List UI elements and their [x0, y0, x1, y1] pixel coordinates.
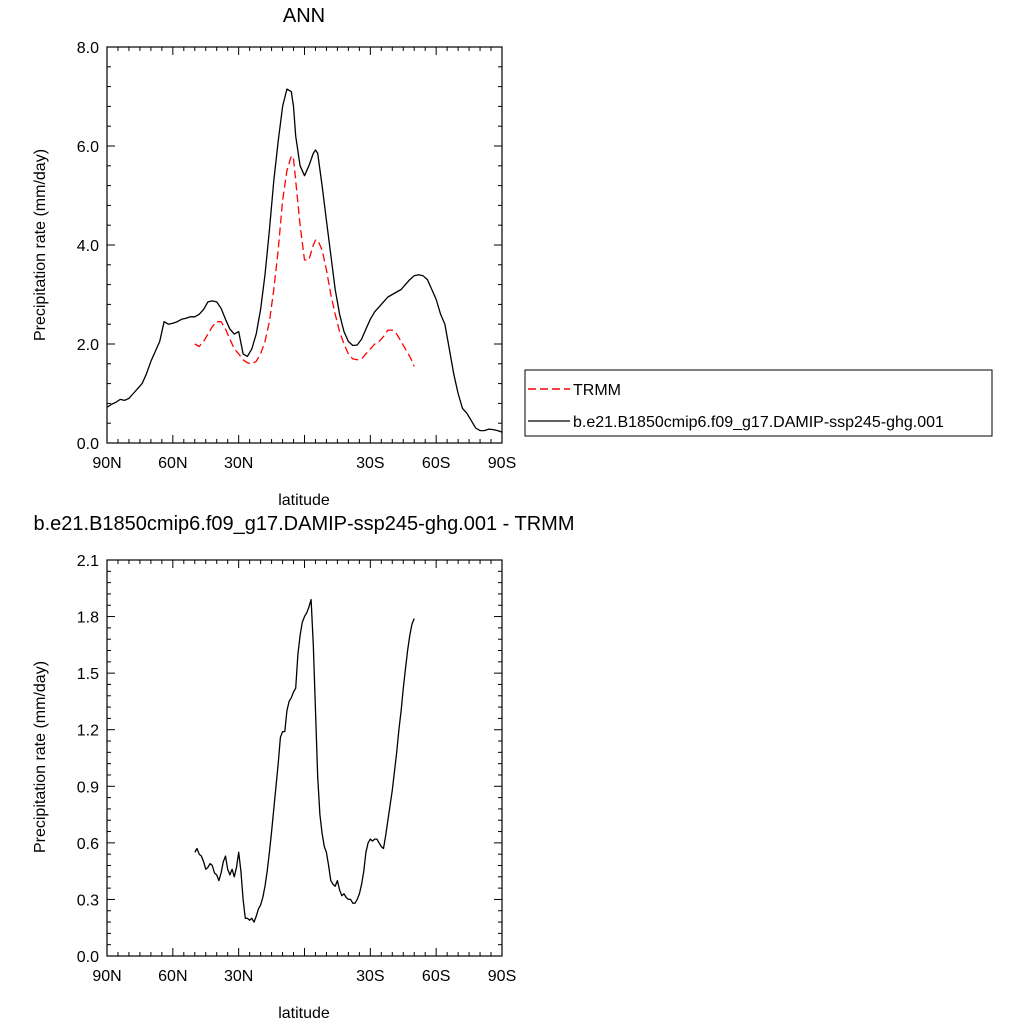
top-plot-frame — [106, 46, 503, 444]
bottom-chart-title: b.e21.B1850cmip6.f09_g17.DAMIP-ssp245-gh… — [33, 513, 574, 535]
legend-box — [524, 369, 993, 437]
top-chart-title: ANN — [283, 5, 325, 27]
top-series-line-model — [106, 88, 503, 433]
top-x-tick-label: 60N — [158, 455, 187, 472]
bottom-y-tick-label: 0.3 — [77, 892, 99, 909]
bottom-x-tick-label: 60S — [422, 968, 450, 985]
bottom-y-tick-label: 1.5 — [77, 666, 99, 683]
bottom-x-tick-label: 90N — [92, 968, 121, 985]
bottom-plot-frame — [106, 559, 503, 957]
legend-label-trmm: TRMM — [573, 382, 621, 399]
bottom-x-tick-label: 60N — [158, 968, 187, 985]
bottom-panel: b.e21.B1850cmip6.f09_g17.DAMIP-ssp245-gh… — [32, 513, 575, 1022]
bottom-y-tick-label: 0.9 — [77, 779, 99, 796]
bottom-y-tick-label: 1.2 — [77, 723, 99, 740]
top-x-tick-label: 30S — [356, 455, 384, 472]
bottom-series-line-difference — [194, 598, 415, 923]
top-chart-legend: TRMM b.e21.B1850cmip6.f09_g17.DAMIP-ssp2… — [524, 369, 993, 437]
top-y-tick-label: 8.0 — [77, 40, 99, 57]
top-y-tick-label: 0.0 — [77, 436, 99, 453]
top-x-tick-label: 90S — [488, 455, 516, 472]
bottom-x-tick-label: 30S — [356, 968, 384, 985]
bottom-x-tick-label: 30N — [224, 968, 253, 985]
bottom-y-axis-label: Precipitation rate (mm/day) — [32, 661, 49, 853]
bottom-y-tick-label: 0.6 — [77, 836, 99, 853]
legend-label-model: b.e21.B1850cmip6.f09_g17.DAMIP-ssp245-gh… — [573, 414, 944, 431]
top-y-axis-label: Precipitation rate (mm/day) — [32, 149, 49, 341]
bottom-y-tick-label: 2.1 — [77, 553, 99, 570]
top-x-axis-label: latitude — [278, 492, 330, 509]
top-y-tick-label: 6.0 — [77, 139, 99, 156]
top-x-tick-label: 90N — [92, 455, 121, 472]
top-panel: ANN Precipitation rate (mm/day) latitude… — [32, 5, 993, 509]
top-series-line-trmm — [194, 155, 415, 367]
top-x-tick-label: 60S — [422, 455, 450, 472]
bottom-y-tick-label: 1.8 — [77, 610, 99, 627]
bottom-x-tick-label: 90S — [488, 968, 516, 985]
bottom-x-axis-label: latitude — [278, 1005, 330, 1022]
top-x-tick-label: 30N — [224, 455, 253, 472]
top-y-tick-label: 2.0 — [77, 337, 99, 354]
bottom-y-tick-label: 0.0 — [77, 949, 99, 966]
top-y-tick-label: 4.0 — [77, 238, 99, 255]
